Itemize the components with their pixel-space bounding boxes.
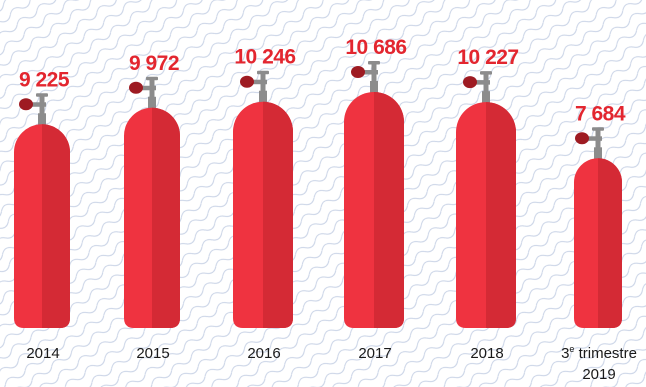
valve-top: [368, 61, 380, 65]
valve-neck: [259, 90, 267, 105]
cylinder-shade: [263, 101, 293, 329]
valve-arm: [585, 136, 602, 141]
cylinder-2015: [124, 76, 180, 328]
cylinder-shade: [598, 158, 622, 328]
value-label: 10 227: [457, 46, 518, 69]
category-label: 2018: [470, 345, 503, 362]
cylinder-2017: [344, 61, 404, 328]
value-label: 9 225: [19, 68, 70, 91]
valve-knob: [463, 76, 477, 89]
cylinder-shade: [486, 102, 516, 329]
valve-neck: [482, 91, 490, 106]
valve-neck: [38, 113, 46, 128]
valve-knob: [575, 132, 589, 145]
valve-top: [480, 71, 492, 75]
value-label: 7 684: [575, 102, 626, 125]
valve-neck: [148, 96, 156, 111]
category-label: 2014: [26, 345, 59, 362]
category-label-line2: 2019: [582, 366, 615, 383]
cylinder-2018: [456, 71, 516, 329]
category-label: 2015: [136, 345, 169, 362]
cylinder-3e-trimestre-2019: [574, 127, 622, 328]
valve-top: [146, 76, 158, 81]
value-label: 9 972: [129, 52, 179, 75]
cylinder-2014: [14, 93, 70, 328]
category-label: 3e trimestre: [561, 344, 637, 362]
valve-top: [592, 127, 604, 131]
cylinder-2016: [233, 70, 293, 329]
value-label: 10 246: [234, 46, 295, 69]
category-label: 2016: [247, 345, 280, 362]
valve-top: [257, 70, 269, 75]
valve-arm: [473, 80, 490, 85]
cylinder-shade: [374, 92, 404, 328]
cylinder-shade: [42, 124, 70, 328]
valve-arm: [361, 70, 378, 75]
valve-arm: [250, 79, 267, 85]
chart-marks: 9 225 2014 9 972 2015 10 246 2016 10 686 2017 10…: [14, 36, 637, 383]
valve-neck: [594, 147, 602, 162]
cylinder-shade: [152, 107, 180, 328]
valve-knob: [19, 98, 33, 111]
valve-knob: [351, 66, 365, 78]
valve-arm: [139, 85, 156, 91]
valve-knob: [129, 81, 143, 94]
valve-arm: [29, 102, 46, 107]
valve-knob: [240, 75, 254, 88]
valve-neck: [370, 81, 378, 95]
value-label: 10 686: [345, 36, 406, 59]
category-label: 2017: [358, 345, 391, 362]
valve-top: [36, 93, 48, 97]
